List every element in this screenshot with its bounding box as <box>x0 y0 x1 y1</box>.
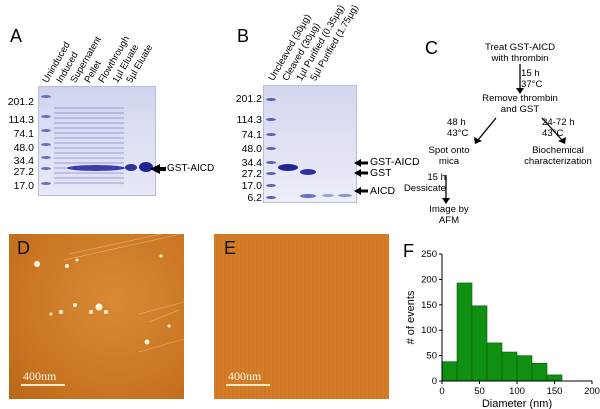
mw-marker: 27.2 <box>241 168 262 180</box>
gel-band <box>338 194 352 197</box>
gst-aicd-label-b: GST-AICD <box>370 156 420 168</box>
y-tick-label: 250 <box>421 249 437 260</box>
arrow-icon <box>354 169 368 177</box>
flow-cond-left: 48 h 43°C <box>447 117 469 139</box>
histogram-bar <box>486 342 503 382</box>
mw-marker: 48.0 <box>241 143 262 155</box>
mw-marker: 201.2 <box>235 93 262 105</box>
flow-node-afm: Image by AFM <box>429 204 469 226</box>
y-axis-label: # of events <box>405 290 417 344</box>
gel-band <box>278 164 298 171</box>
gel-band <box>300 169 316 175</box>
mw-marker: 74.1 <box>241 129 262 141</box>
gel-band <box>41 129 51 132</box>
aicd-label-b: AICD <box>370 185 396 197</box>
mw-marker: 27.2 <box>13 166 34 178</box>
mw-marker: 114.3 <box>8 114 35 126</box>
arrow-icon <box>150 164 166 174</box>
y-tick-label: 50 <box>426 351 437 362</box>
scale-bar-label: 400nm <box>228 369 262 383</box>
histogram-bar <box>471 305 488 382</box>
gel-band <box>41 156 51 159</box>
gel-band <box>41 143 51 146</box>
flow-node-spot: Spot onto mica <box>428 145 470 167</box>
afm-image-d: 400nm <box>9 234 184 399</box>
y-tick-label: 100 <box>421 325 437 336</box>
scale-bar <box>21 384 65 386</box>
gel-band <box>266 184 276 187</box>
gel-band <box>266 133 276 136</box>
x-tick-label: 200 <box>584 386 600 397</box>
gel-band <box>266 147 276 150</box>
mw-marker: 6.2 <box>247 192 262 204</box>
gel-band <box>41 115 51 118</box>
gel-band <box>139 162 153 172</box>
gel-band <box>266 196 276 199</box>
gel-smear <box>54 107 124 187</box>
flow-cond: 15 h 37°C <box>521 68 543 90</box>
gel-band <box>41 182 51 185</box>
flow-cond-right: 24-72 h 43°C <box>542 117 575 139</box>
x-tick-label: 100 <box>509 386 525 397</box>
gel-band <box>266 118 276 121</box>
panel-e-label: E <box>224 238 237 258</box>
histogram-bar <box>441 361 458 382</box>
gel-band <box>266 161 276 164</box>
panel-c-label: C <box>425 38 438 58</box>
afm-features <box>34 234 184 353</box>
histogram-bar <box>456 282 473 382</box>
histogram-bar <box>501 351 518 382</box>
mw-marker: 48.0 <box>13 142 34 154</box>
afm-image-e: 400nm <box>214 234 389 399</box>
y-tick-label: 150 <box>421 300 437 311</box>
x-tick-label: 150 <box>547 386 563 397</box>
mw-marker: 34.4 <box>241 157 262 169</box>
gel-band <box>300 194 316 198</box>
arrow-icon <box>354 187 368 195</box>
histogram-bar <box>516 355 533 382</box>
x-tick-label: 50 <box>474 386 485 397</box>
flow-arrows <box>442 64 566 204</box>
gst-aicd-label-a: GST-AICD <box>167 163 215 174</box>
flow-node-biochem: Biochemical characterization <box>524 145 592 167</box>
y-tick-label: 200 <box>421 274 437 285</box>
mw-marker: 17.0 <box>13 180 34 192</box>
mw-marker: 114.3 <box>236 114 263 126</box>
gel-image-a <box>38 86 156 196</box>
panel-d-label: D <box>17 238 30 258</box>
x-tick-label: 0 <box>439 386 444 397</box>
gst-label-b: GST <box>370 167 392 179</box>
gel-band <box>266 98 276 101</box>
gel-image-b <box>263 85 357 203</box>
flow-node-start: Treat GST-AICD with thrombin <box>484 42 555 64</box>
mw-marker: 74.1 <box>13 128 34 140</box>
histogram-bar <box>546 374 563 382</box>
gel-band <box>125 164 137 171</box>
histogram-chart: 0 50 100 150 200 0 50 100 150 200 250 Diameter (n… <box>405 249 600 409</box>
gel-band <box>67 165 125 171</box>
gel-band <box>41 167 51 170</box>
flow-node-remove: Remove thrombin and GST <box>482 93 558 115</box>
gel-band <box>322 194 334 197</box>
panel-a-label: A <box>10 26 23 46</box>
arrow-icon <box>354 159 368 167</box>
panel-f-label: F <box>403 241 414 261</box>
gel-band <box>41 95 51 98</box>
y-tick-label: 0 <box>432 376 437 387</box>
panel-b-label: B <box>237 26 250 46</box>
gel-band <box>266 172 276 175</box>
mw-marker: 17.0 <box>241 180 262 192</box>
flow-cond-dessicate: 15 h Dessicate <box>403 172 446 194</box>
mw-marker: 201.2 <box>7 96 34 108</box>
scale-bar <box>226 384 270 386</box>
mw-marker: 34.4 <box>13 155 34 167</box>
histogram-bar <box>531 362 548 382</box>
scale-bar-label: 400nm <box>23 369 57 383</box>
x-axis-label: Diameter (nm) <box>482 398 552 409</box>
